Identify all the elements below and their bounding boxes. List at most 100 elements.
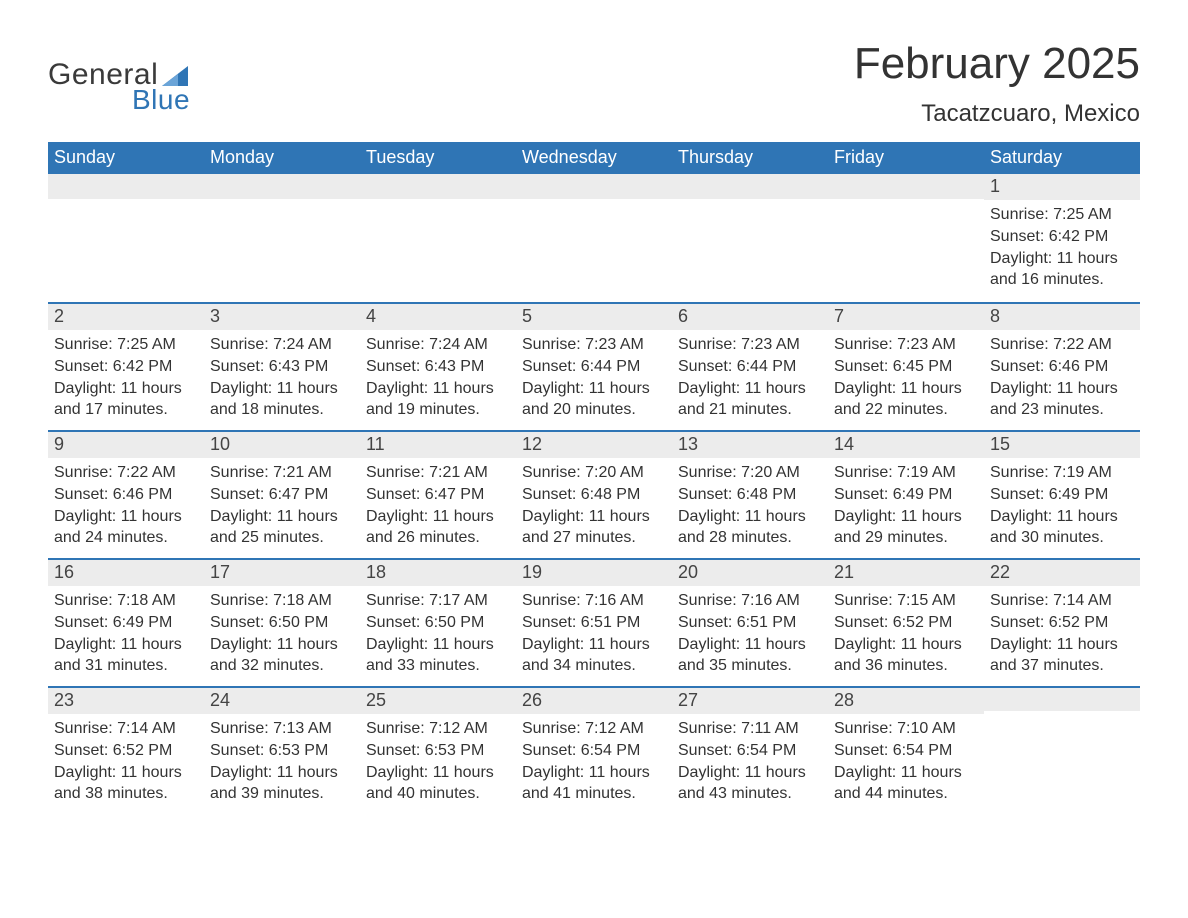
sunrise-line: Sunrise: 7:15 AM [834, 590, 978, 612]
calendar-day-cell: 2Sunrise: 7:25 AMSunset: 6:42 PMDaylight… [48, 302, 204, 430]
sunset-line: Sunset: 6:43 PM [210, 356, 354, 378]
daylight-line-2: and 20 minutes. [522, 399, 666, 421]
day-body: Sunrise: 7:22 AMSunset: 6:46 PMDaylight:… [984, 330, 1140, 424]
daylight-line-1: Daylight: 11 hours [54, 506, 198, 528]
daylight-line-2: and 17 minutes. [54, 399, 198, 421]
day-number-bar: 3 [204, 302, 360, 330]
sunset-line: Sunset: 6:53 PM [366, 740, 510, 762]
daylight-line-1: Daylight: 11 hours [990, 506, 1134, 528]
day-body: Sunrise: 7:12 AMSunset: 6:53 PMDaylight:… [360, 714, 516, 808]
day-body: Sunrise: 7:20 AMSunset: 6:48 PMDaylight:… [516, 458, 672, 552]
day-number-bar: 17 [204, 558, 360, 586]
day-number-bar: 25 [360, 686, 516, 714]
sunset-line: Sunset: 6:48 PM [678, 484, 822, 506]
daylight-line-1: Daylight: 11 hours [678, 634, 822, 656]
day-body: Sunrise: 7:14 AMSunset: 6:52 PMDaylight:… [48, 714, 204, 808]
daylight-line-2: and 28 minutes. [678, 527, 822, 549]
calendar-week-row: 23Sunrise: 7:14 AMSunset: 6:52 PMDayligh… [48, 686, 1140, 814]
day-number-bar: 7 [828, 302, 984, 330]
daylight-line-2: and 38 minutes. [54, 783, 198, 805]
weekday-header: Thursday [672, 142, 828, 174]
sunrise-line: Sunrise: 7:12 AM [366, 718, 510, 740]
calendar-day-cell: 4Sunrise: 7:24 AMSunset: 6:43 PMDaylight… [360, 302, 516, 430]
day-body: Sunrise: 7:18 AMSunset: 6:49 PMDaylight:… [48, 586, 204, 680]
day-body: Sunrise: 7:18 AMSunset: 6:50 PMDaylight:… [204, 586, 360, 680]
sunrise-line: Sunrise: 7:21 AM [210, 462, 354, 484]
calendar-table: SundayMondayTuesdayWednesdayThursdayFrid… [48, 142, 1140, 814]
daylight-line-2: and 18 minutes. [210, 399, 354, 421]
day-number-bar: 18 [360, 558, 516, 586]
brand-logo: General Blue [48, 58, 190, 116]
daylight-line-2: and 22 minutes. [834, 399, 978, 421]
header-row: General Blue February 2025 Tacatzcuaro, … [48, 40, 1140, 128]
day-number-bar: 20 [672, 558, 828, 586]
daylight-line-2: and 29 minutes. [834, 527, 978, 549]
sunrise-line: Sunrise: 7:18 AM [54, 590, 198, 612]
sunrise-line: Sunrise: 7:20 AM [522, 462, 666, 484]
weekday-header: Tuesday [360, 142, 516, 174]
sunset-line: Sunset: 6:52 PM [834, 612, 978, 634]
sunrise-line: Sunrise: 7:19 AM [834, 462, 978, 484]
sunset-line: Sunset: 6:46 PM [54, 484, 198, 506]
day-body: Sunrise: 7:11 AMSunset: 6:54 PMDaylight:… [672, 714, 828, 808]
sunrise-line: Sunrise: 7:17 AM [366, 590, 510, 612]
calendar-day-cell: 11Sunrise: 7:21 AMSunset: 6:47 PMDayligh… [360, 430, 516, 558]
daylight-line-2: and 33 minutes. [366, 655, 510, 677]
daylight-line-2: and 27 minutes. [522, 527, 666, 549]
title-block: February 2025 Tacatzcuaro, Mexico [854, 40, 1140, 128]
calendar-day-cell: 3Sunrise: 7:24 AMSunset: 6:43 PMDaylight… [204, 302, 360, 430]
calendar-day-cell: 19Sunrise: 7:16 AMSunset: 6:51 PMDayligh… [516, 558, 672, 686]
daylight-line-2: and 34 minutes. [522, 655, 666, 677]
location-label: Tacatzcuaro, Mexico [854, 100, 1140, 128]
sunrise-line: Sunrise: 7:23 AM [522, 334, 666, 356]
sunrise-line: Sunrise: 7:14 AM [54, 718, 198, 740]
day-number-bar: 10 [204, 430, 360, 458]
brand-name-part2: Blue [132, 84, 190, 116]
day-number-bar: 26 [516, 686, 672, 714]
sunset-line: Sunset: 6:42 PM [54, 356, 198, 378]
calendar-day-cell: 6Sunrise: 7:23 AMSunset: 6:44 PMDaylight… [672, 302, 828, 430]
calendar-day-cell: 14Sunrise: 7:19 AMSunset: 6:49 PMDayligh… [828, 430, 984, 558]
sunset-line: Sunset: 6:44 PM [678, 356, 822, 378]
daylight-line-2: and 36 minutes. [834, 655, 978, 677]
daylight-line-1: Daylight: 11 hours [366, 378, 510, 400]
sunrise-line: Sunrise: 7:22 AM [54, 462, 198, 484]
daylight-line-2: and 39 minutes. [210, 783, 354, 805]
daylight-line-2: and 26 minutes. [366, 527, 510, 549]
day-body: Sunrise: 7:21 AMSunset: 6:47 PMDaylight:… [360, 458, 516, 552]
sunset-line: Sunset: 6:54 PM [834, 740, 978, 762]
daylight-line-1: Daylight: 11 hours [678, 378, 822, 400]
day-number-bar: 21 [828, 558, 984, 586]
sunset-line: Sunset: 6:50 PM [366, 612, 510, 634]
calendar-day-cell [48, 174, 204, 302]
calendar-day-cell: 24Sunrise: 7:13 AMSunset: 6:53 PMDayligh… [204, 686, 360, 814]
brand-triangle-icon [162, 66, 188, 86]
daylight-line-2: and 23 minutes. [990, 399, 1134, 421]
calendar-day-cell: 22Sunrise: 7:14 AMSunset: 6:52 PMDayligh… [984, 558, 1140, 686]
daylight-line-1: Daylight: 11 hours [522, 762, 666, 784]
sunset-line: Sunset: 6:46 PM [990, 356, 1134, 378]
day-number-bar [828, 174, 984, 199]
day-number-bar [48, 174, 204, 199]
day-number-bar: 4 [360, 302, 516, 330]
sunrise-line: Sunrise: 7:12 AM [522, 718, 666, 740]
day-body: Sunrise: 7:10 AMSunset: 6:54 PMDaylight:… [828, 714, 984, 808]
sunrise-line: Sunrise: 7:14 AM [990, 590, 1134, 612]
calendar-day-cell: 21Sunrise: 7:15 AMSunset: 6:52 PMDayligh… [828, 558, 984, 686]
daylight-line-2: and 16 minutes. [990, 269, 1134, 291]
calendar-day-cell [516, 174, 672, 302]
calendar-day-cell: 12Sunrise: 7:20 AMSunset: 6:48 PMDayligh… [516, 430, 672, 558]
calendar-day-cell [672, 174, 828, 302]
daylight-line-1: Daylight: 11 hours [210, 634, 354, 656]
daylight-line-1: Daylight: 11 hours [210, 378, 354, 400]
day-number-bar: 12 [516, 430, 672, 458]
daylight-line-2: and 37 minutes. [990, 655, 1134, 677]
daylight-line-2: and 32 minutes. [210, 655, 354, 677]
daylight-line-2: and 40 minutes. [366, 783, 510, 805]
calendar-day-cell: 16Sunrise: 7:18 AMSunset: 6:49 PMDayligh… [48, 558, 204, 686]
daylight-line-1: Daylight: 11 hours [678, 506, 822, 528]
calendar-day-cell: 8Sunrise: 7:22 AMSunset: 6:46 PMDaylight… [984, 302, 1140, 430]
daylight-line-1: Daylight: 11 hours [210, 762, 354, 784]
day-number-bar: 9 [48, 430, 204, 458]
weekday-header: Saturday [984, 142, 1140, 174]
